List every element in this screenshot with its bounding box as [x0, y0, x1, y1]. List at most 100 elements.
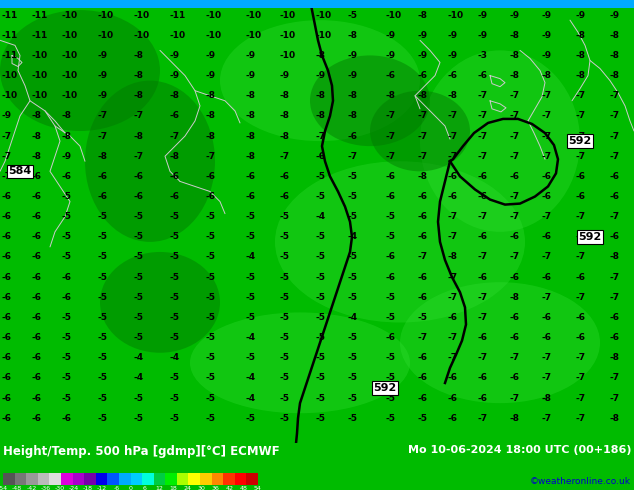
Text: -6: -6 — [32, 373, 42, 382]
Bar — [26, 473, 38, 485]
Text: -5: -5 — [246, 272, 256, 282]
Text: -10: -10 — [32, 51, 48, 60]
Text: -7: -7 — [478, 131, 488, 141]
Text: -6: -6 — [316, 152, 326, 161]
Bar — [3, 473, 15, 485]
Text: -8: -8 — [280, 131, 290, 141]
Text: -7: -7 — [575, 353, 585, 362]
Text: -5: -5 — [280, 293, 290, 302]
Bar — [131, 473, 142, 485]
Text: -7: -7 — [418, 252, 428, 262]
Text: -8: -8 — [206, 131, 216, 141]
Text: -5: -5 — [246, 414, 256, 423]
Text: -5: -5 — [206, 232, 216, 242]
Text: -5: -5 — [348, 172, 358, 181]
Text: -9: -9 — [542, 11, 552, 20]
Text: -5: -5 — [316, 393, 326, 403]
Text: -6: -6 — [448, 172, 458, 181]
Text: -10: -10 — [62, 11, 78, 20]
Bar — [38, 473, 49, 485]
Text: -5: -5 — [170, 212, 180, 221]
Text: -10: -10 — [448, 11, 464, 20]
Text: -7: -7 — [448, 212, 458, 221]
Text: -7: -7 — [478, 353, 488, 362]
Text: -6: -6 — [610, 313, 620, 322]
Text: -8: -8 — [418, 172, 428, 181]
Text: 592: 592 — [578, 232, 602, 242]
Text: -6: -6 — [62, 293, 72, 302]
Text: -7: -7 — [542, 152, 552, 161]
Text: -9: -9 — [448, 31, 458, 40]
Text: -6: -6 — [32, 172, 42, 181]
Text: -10: -10 — [246, 11, 262, 20]
Bar — [119, 473, 131, 485]
Text: -5: -5 — [206, 313, 216, 322]
Text: -6: -6 — [32, 232, 42, 242]
Ellipse shape — [0, 10, 160, 131]
Text: -7: -7 — [478, 313, 488, 322]
Text: -36: -36 — [41, 486, 51, 490]
Text: -7: -7 — [2, 152, 12, 161]
Bar — [84, 473, 96, 485]
Text: -6: -6 — [206, 172, 216, 181]
Text: -11: -11 — [32, 31, 48, 40]
Text: -6: -6 — [575, 333, 585, 342]
Text: -5: -5 — [280, 373, 290, 382]
Text: -6: -6 — [510, 172, 520, 181]
Bar — [247, 473, 258, 485]
Text: -6: -6 — [418, 293, 428, 302]
Text: -5: -5 — [62, 212, 72, 221]
Text: -5: -5 — [62, 333, 72, 342]
Text: -8: -8 — [575, 51, 585, 60]
Text: -4: -4 — [246, 393, 256, 403]
Text: -7: -7 — [348, 152, 358, 161]
Text: -8: -8 — [316, 51, 326, 60]
Text: -7: -7 — [510, 111, 520, 121]
Text: -7: -7 — [542, 293, 552, 302]
Text: -5: -5 — [348, 192, 358, 201]
Text: -7: -7 — [575, 152, 585, 161]
Text: -8: -8 — [316, 91, 326, 100]
Text: -9: -9 — [418, 51, 428, 60]
Text: -10: -10 — [62, 91, 78, 100]
Text: -5: -5 — [62, 232, 72, 242]
Text: -7: -7 — [610, 293, 620, 302]
Text: -6: -6 — [2, 293, 12, 302]
Text: -6: -6 — [418, 212, 428, 221]
Text: -5: -5 — [134, 252, 144, 262]
Text: -6: -6 — [575, 192, 585, 201]
FancyBboxPatch shape — [0, 0, 634, 8]
Text: -5: -5 — [98, 333, 108, 342]
Text: -5: -5 — [170, 333, 180, 342]
Text: -9: -9 — [510, 11, 520, 20]
Text: -4: -4 — [134, 373, 144, 382]
Text: 24: 24 — [183, 486, 191, 490]
Ellipse shape — [370, 91, 470, 172]
Text: -7: -7 — [575, 252, 585, 262]
Bar — [96, 473, 107, 485]
Text: -6: -6 — [478, 333, 488, 342]
Text: -6: -6 — [478, 71, 488, 80]
Text: -5: -5 — [62, 373, 72, 382]
Text: -8: -8 — [510, 31, 520, 40]
Text: -5: -5 — [98, 373, 108, 382]
Text: -6: -6 — [32, 353, 42, 362]
Text: -7: -7 — [448, 152, 458, 161]
Text: -9: -9 — [478, 11, 488, 20]
Text: 48: 48 — [240, 486, 248, 490]
Bar — [235, 473, 247, 485]
Text: -5: -5 — [134, 272, 144, 282]
Text: -6: -6 — [385, 192, 395, 201]
Text: -5: -5 — [348, 333, 358, 342]
Text: -6: -6 — [2, 232, 12, 242]
Text: -8: -8 — [62, 131, 72, 141]
Text: -3: -3 — [478, 51, 488, 60]
Text: -11: -11 — [2, 31, 18, 40]
Text: -7: -7 — [510, 152, 520, 161]
Text: -5: -5 — [385, 414, 395, 423]
Text: -9: -9 — [385, 31, 395, 40]
Text: -9: -9 — [62, 152, 72, 161]
Text: -6: -6 — [448, 414, 458, 423]
Text: -9: -9 — [610, 11, 620, 20]
Text: -6: -6 — [575, 172, 585, 181]
